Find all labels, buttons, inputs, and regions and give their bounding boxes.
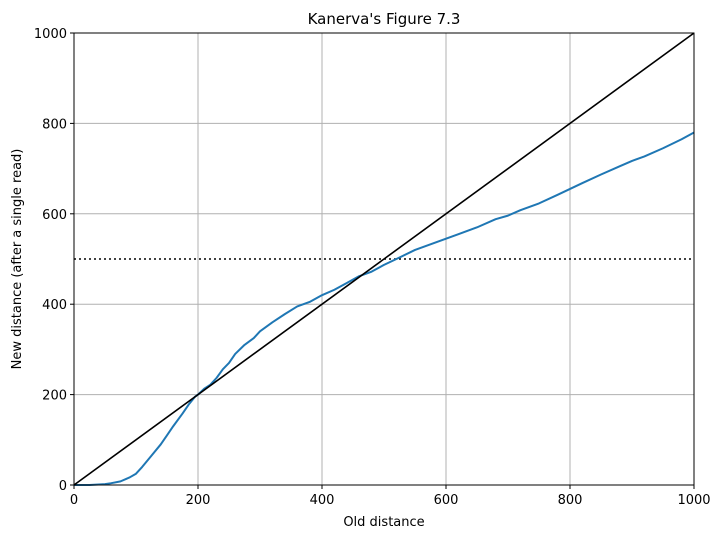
x-tick-label: 0 xyxy=(70,493,78,508)
x-axis-label: Old distance xyxy=(343,515,424,530)
x-tick-label: 1000 xyxy=(677,493,710,508)
y-axis-label: New distance (after a single read) xyxy=(10,149,25,370)
y-tick-label: 0 xyxy=(59,479,67,494)
y-tick-label: 600 xyxy=(42,208,67,223)
series-line-identity xyxy=(73,32,695,486)
y-tick-label: 1000 xyxy=(34,27,67,42)
y-tick-label: 400 xyxy=(42,298,67,313)
x-tick-label: 200 xyxy=(186,493,211,508)
y-tick-label: 800 xyxy=(42,117,67,132)
chart-title: Kanerva's Figure 7.3 xyxy=(308,10,461,28)
plot-area xyxy=(73,32,695,486)
y-tick-label: 200 xyxy=(42,389,67,404)
x-tick-label: 400 xyxy=(310,493,335,508)
series-line-new-distance xyxy=(74,131,695,486)
plot-frame xyxy=(73,32,695,486)
x-tick-label: 800 xyxy=(558,493,583,508)
ticks: 0 200 400 600 800 1000 0 200 400 600 800 1000 xyxy=(34,27,711,508)
x-tick-label: 600 xyxy=(434,493,459,508)
